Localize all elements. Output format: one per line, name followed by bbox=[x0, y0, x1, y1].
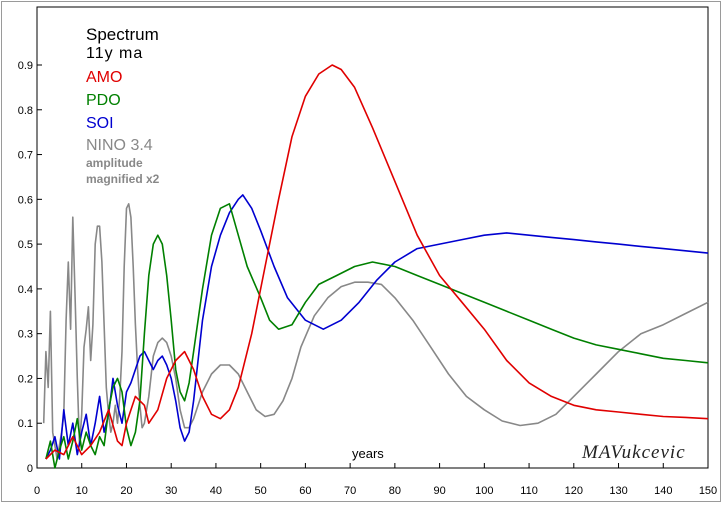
y-tick-label: 0.2 bbox=[18, 373, 33, 385]
x-tick-label: 60 bbox=[299, 485, 311, 497]
chart-subtitle: 11y ma bbox=[86, 45, 143, 62]
y-tick-label: 0.8 bbox=[18, 105, 33, 117]
x-tick-label: 50 bbox=[255, 485, 267, 497]
legend-entry-amo: AMO bbox=[86, 69, 122, 86]
x-tick-label: 70 bbox=[344, 485, 356, 497]
x-tick-label: 130 bbox=[609, 485, 627, 497]
legend-entry-pdo: PDO bbox=[86, 92, 121, 109]
watermark: MAVukcevic bbox=[581, 442, 686, 463]
x-axis: 0 10 20 30 40 50 60 70 80 90 100 110 120 130 140 150 bbox=[34, 463, 717, 497]
y-tick-label: 0.5 bbox=[18, 239, 33, 251]
y-tick-label: 0.7 bbox=[18, 150, 33, 162]
series-line-soi bbox=[45, 194, 709, 460]
x-tick-label: 0 bbox=[34, 485, 40, 497]
x-tick-label: 140 bbox=[654, 485, 672, 497]
series-line-amo bbox=[45, 64, 709, 460]
amplitude-note-line-1: amplitude bbox=[86, 156, 143, 170]
amplitude-note-line-2: magnified x2 bbox=[86, 172, 160, 186]
y-tick-label: 0.4 bbox=[18, 284, 33, 296]
x-tick-label: 150 bbox=[699, 485, 717, 497]
x-tick-label: 90 bbox=[433, 485, 445, 497]
y-tick-label: 0.1 bbox=[18, 418, 33, 430]
y-tick-label: 0.6 bbox=[18, 194, 33, 206]
x-tick-label: 110 bbox=[520, 485, 538, 497]
x-tick-label: 10 bbox=[76, 485, 88, 497]
y-axis: 0 0.1 0.2 0.3 0.4 0.5 0.6 0.7 0.8 0.9 bbox=[18, 60, 42, 475]
series-line-pdo bbox=[45, 203, 709, 469]
legend-entry-soi: SOI bbox=[86, 115, 114, 132]
x-tick-label: 20 bbox=[120, 485, 132, 497]
x-tick-label: 80 bbox=[389, 485, 401, 497]
series-line-nino-3-4 bbox=[42, 203, 709, 460]
legend-entry-nino34: NINO 3.4 bbox=[86, 137, 153, 154]
y-tick-label: 0 bbox=[27, 463, 33, 475]
y-tick-label: 0.9 bbox=[18, 60, 33, 72]
legend: Spectrum 11y ma AMO PDO SOI NINO 3.4 amp… bbox=[86, 25, 160, 186]
x-tick-label: 30 bbox=[165, 485, 177, 497]
x-tick-label: 40 bbox=[210, 485, 222, 497]
y-tick-label: 0.3 bbox=[18, 329, 33, 341]
x-tick-label: 120 bbox=[565, 485, 583, 497]
series-layer bbox=[42, 64, 709, 469]
x-tick-label: 100 bbox=[475, 485, 493, 497]
chart-title: Spectrum bbox=[86, 25, 159, 44]
x-axis-label: years bbox=[352, 446, 384, 461]
